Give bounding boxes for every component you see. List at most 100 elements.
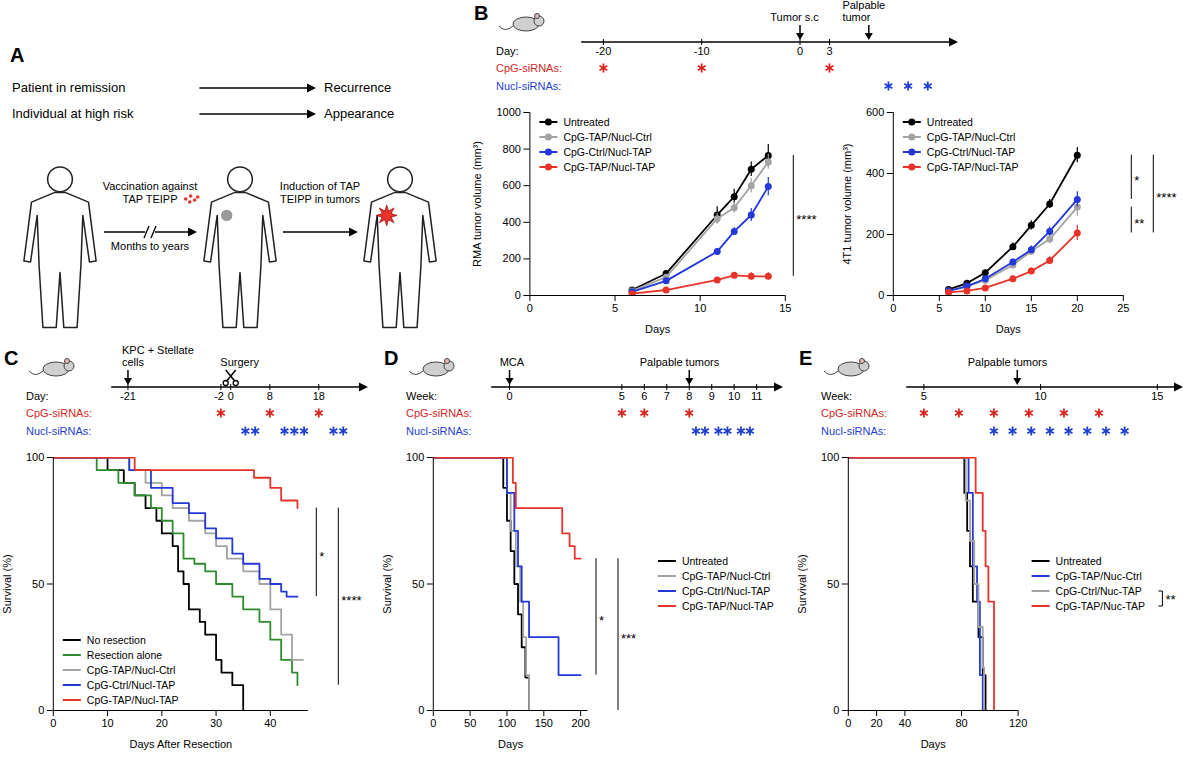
svg-text:No resection: No resection: [87, 634, 146, 646]
svg-text:0: 0: [228, 390, 234, 402]
svg-text:*: *: [599, 613, 604, 628]
svg-text:A: A: [10, 44, 24, 66]
svg-text:Untreated: Untreated: [927, 116, 973, 128]
svg-text:40: 40: [264, 717, 276, 729]
svg-text:Palpable tumors: Palpable tumors: [640, 356, 720, 368]
svg-text:CpG-TAP/Nucl-Ctrl: CpG-TAP/Nucl-Ctrl: [927, 131, 1015, 143]
svg-text:CpG-TAP/Nuc-Ctrl: CpG-TAP/Nuc-Ctrl: [1056, 570, 1142, 582]
svg-text:TAP TEIPP: TAP TEIPP: [122, 193, 177, 205]
svg-text:Untreated: Untreated: [563, 116, 609, 128]
svg-text:Survival (%): Survival (%): [381, 554, 393, 613]
svg-text:**: **: [1134, 216, 1144, 231]
svg-text:CpG-TAP/Nucl-Ctrl: CpG-TAP/Nucl-Ctrl: [563, 131, 651, 143]
svg-text:D: D: [384, 347, 398, 369]
svg-text:CpG-siRNAs:: CpG-siRNAs:: [26, 407, 92, 419]
svg-text:6: 6: [641, 390, 647, 402]
svg-text:CpG-siRNAs:: CpG-siRNAs:: [406, 407, 472, 419]
svg-text:0: 0: [418, 704, 424, 716]
svg-text:Survival (%): Survival (%): [796, 554, 808, 613]
svg-text:5: 5: [921, 390, 927, 402]
svg-text:80: 80: [955, 717, 967, 729]
svg-text:200: 200: [503, 252, 521, 264]
svg-text:TEIPP in tumors: TEIPP in tumors: [280, 193, 360, 205]
svg-text:0: 0: [890, 302, 896, 314]
svg-text:7: 7: [664, 390, 670, 402]
svg-text:Days: Days: [996, 323, 1022, 335]
svg-text:400: 400: [866, 167, 884, 179]
svg-text:100: 100: [821, 451, 839, 463]
svg-text:*: *: [319, 549, 324, 564]
svg-text:***: ***: [621, 631, 636, 646]
svg-text:0: 0: [833, 704, 839, 716]
svg-text:5: 5: [612, 302, 618, 314]
svg-text:8: 8: [686, 390, 692, 402]
svg-text:25: 25: [1117, 302, 1129, 314]
svg-text:18: 18: [313, 390, 325, 402]
svg-text:cells: cells: [122, 356, 145, 368]
svg-text:CpG-TAP/Nucl-TAP: CpG-TAP/Nucl-TAP: [927, 161, 1019, 173]
svg-text:CpG-Ctrl/Nucl-TAP: CpG-Ctrl/Nucl-TAP: [682, 585, 770, 597]
svg-text:15: 15: [779, 302, 791, 314]
svg-text:0: 0: [38, 704, 44, 716]
svg-text:Days: Days: [498, 738, 524, 750]
svg-text:CpG-TAP/Nucl-Ctrl: CpG-TAP/Nucl-Ctrl: [87, 664, 175, 676]
svg-text:CpG-Ctrl/Nucl-TAP: CpG-Ctrl/Nucl-TAP: [563, 146, 651, 158]
svg-text:Induction of TAP: Induction of TAP: [280, 180, 360, 192]
svg-text:E: E: [799, 347, 812, 369]
svg-text:Days After Resection: Days After Resection: [129, 738, 232, 750]
svg-text:Palpable tumors: Palpable tumors: [968, 356, 1048, 368]
svg-text:CpG-siRNAs:: CpG-siRNAs:: [821, 407, 887, 419]
svg-text:****: ****: [341, 593, 361, 608]
svg-text:CpG-Ctrl/Nucl-TAP: CpG-Ctrl/Nucl-TAP: [927, 146, 1015, 158]
svg-text:CpG-TAP/Nucl-TAP: CpG-TAP/Nucl-TAP: [87, 694, 179, 706]
svg-text:Week:: Week:: [821, 390, 852, 402]
svg-text:Nucl-siRNAs:: Nucl-siRNAs:: [26, 425, 91, 437]
svg-text:Resection alone: Resection alone: [87, 649, 162, 661]
svg-text:Tumor s.c: Tumor s.c: [770, 11, 819, 23]
svg-text:5: 5: [936, 302, 942, 314]
svg-text:4T1 tumor volume (mm³): 4T1 tumor volume (mm³): [841, 143, 853, 264]
svg-text:200: 200: [866, 228, 884, 240]
svg-text:8: 8: [267, 390, 273, 402]
svg-text:B: B: [474, 2, 488, 24]
svg-text:Day:: Day:: [26, 390, 49, 402]
svg-text:10: 10: [728, 390, 740, 402]
svg-text:-21: -21: [120, 390, 136, 402]
svg-text:0: 0: [797, 45, 803, 57]
svg-text:CpG-siRNAs:: CpG-siRNAs:: [496, 62, 562, 74]
svg-text:20: 20: [870, 717, 882, 729]
svg-text:MCA: MCA: [500, 356, 525, 368]
svg-text:****: ****: [796, 212, 816, 227]
svg-text:100: 100: [406, 451, 424, 463]
svg-text:150: 150: [535, 717, 553, 729]
svg-text:1000: 1000: [496, 106, 520, 118]
svg-text:50: 50: [412, 578, 424, 590]
svg-text:Vaccination against: Vaccination against: [103, 180, 198, 192]
svg-text:CpG-TAP/Nucl-TAP: CpG-TAP/Nucl-TAP: [682, 600, 774, 612]
svg-text:Untreated: Untreated: [1056, 555, 1102, 567]
svg-text:10: 10: [694, 302, 706, 314]
svg-text:3: 3: [826, 45, 832, 57]
svg-text:Day:: Day:: [496, 45, 519, 57]
svg-text:Untreated: Untreated: [682, 555, 728, 567]
svg-text:100: 100: [498, 717, 516, 729]
svg-text:0: 0: [430, 717, 436, 729]
svg-text:Nucl-siRNAs:: Nucl-siRNAs:: [406, 425, 471, 437]
svg-text:10: 10: [979, 302, 991, 314]
svg-text:CpG-TAP/Nucl-Ctrl: CpG-TAP/Nucl-Ctrl: [682, 570, 770, 582]
svg-text:Recurrence: Recurrence: [324, 80, 391, 95]
svg-text:0: 0: [527, 302, 533, 314]
svg-text:0: 0: [515, 289, 521, 301]
svg-text:30: 30: [210, 717, 222, 729]
svg-text:100: 100: [26, 451, 44, 463]
svg-text:0: 0: [845, 717, 851, 729]
svg-text:50: 50: [32, 578, 44, 590]
svg-text:40: 40: [899, 717, 911, 729]
svg-text:tumor: tumor: [842, 11, 870, 23]
svg-text:CpG-Ctrl/Nuc-TAP: CpG-Ctrl/Nuc-TAP: [1056, 585, 1142, 597]
svg-text:*: *: [1134, 173, 1139, 188]
svg-text:-10: -10: [694, 45, 710, 57]
svg-text:0: 0: [506, 390, 512, 402]
svg-text:KPC + Stellate: KPC + Stellate: [122, 345, 194, 356]
svg-text:15: 15: [1151, 390, 1163, 402]
